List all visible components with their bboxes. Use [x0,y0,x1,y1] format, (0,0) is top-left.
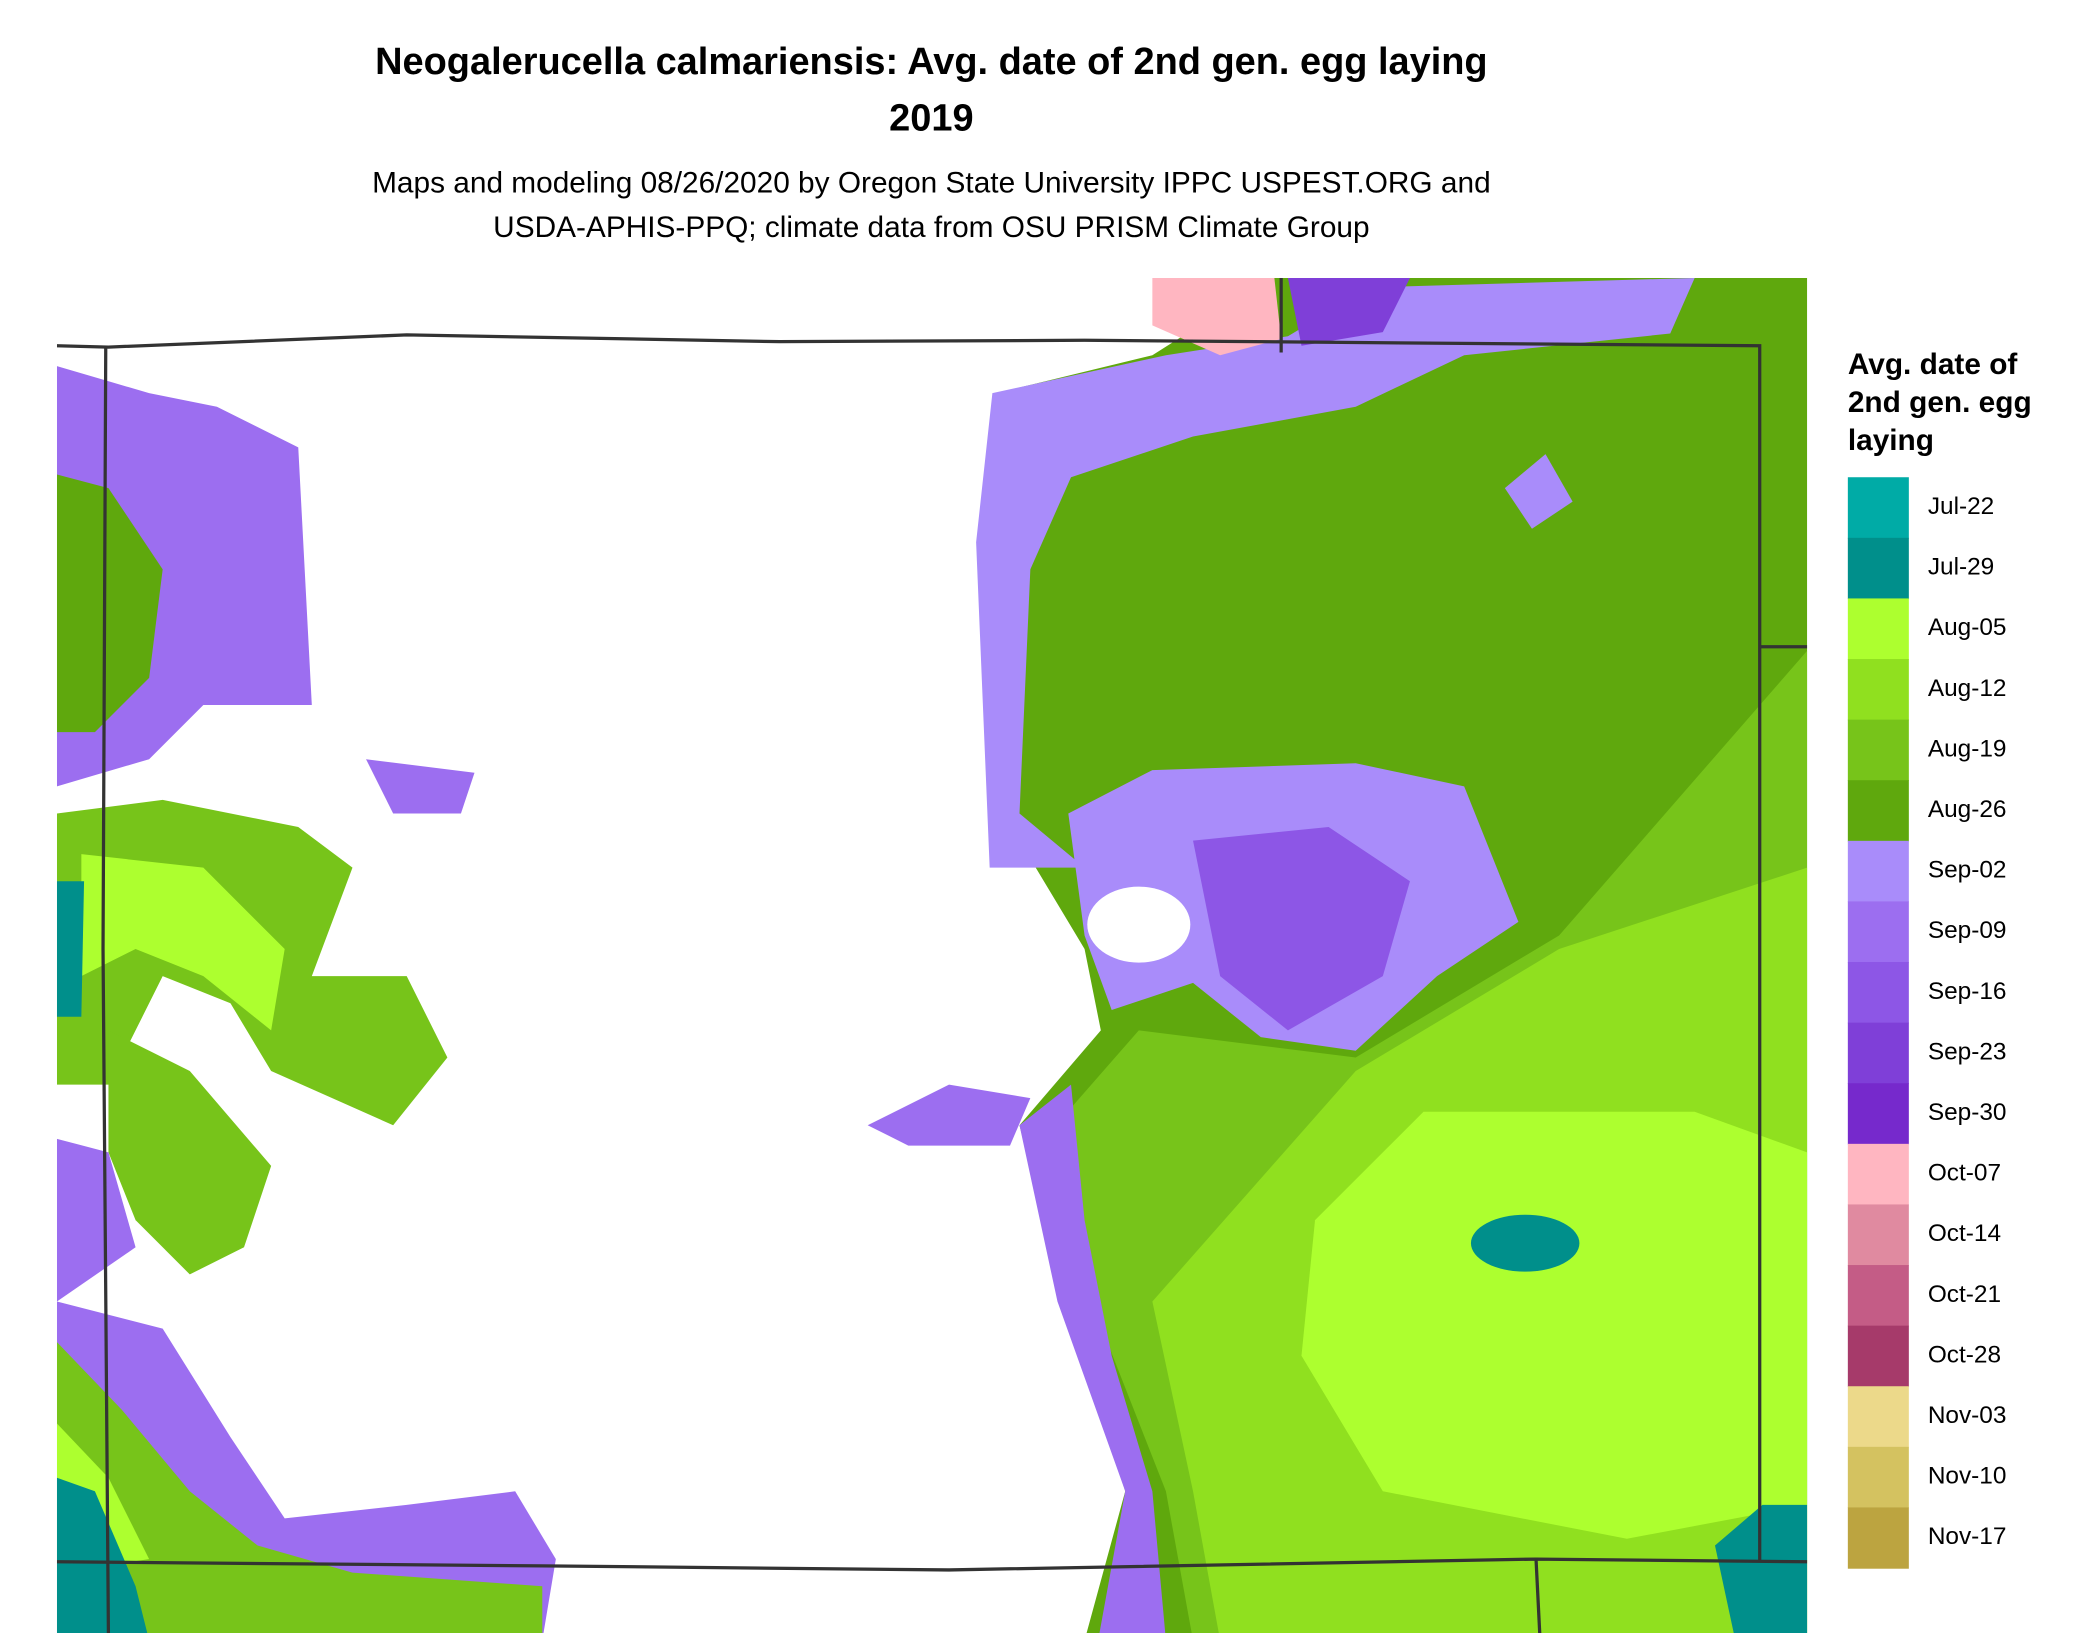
region [366,759,475,814]
legend-title: Avg. date of [1848,348,2018,381]
legend-swatch [1847,659,1909,721]
region [81,854,285,1031]
legend-swatch [1847,840,1909,903]
legend-label: Sep-09 [1928,917,2007,944]
title: Neogalerucella calmariensis: Avg. date o… [375,41,1487,83]
region [1470,1214,1580,1272]
legend-swatch [1847,962,1909,1024]
boundary [56,333,1762,1562]
region [1193,827,1410,1031]
legend-swatch [1847,1325,1909,1387]
legend-label: Oct-21 [1928,1281,2001,1308]
legend-label: Aug-26 [1928,796,2007,823]
region [867,1084,1031,1146]
legend-label: Sep-30 [1928,1099,2007,1126]
legend-swatch [1847,1446,1909,1509]
boundary [101,347,111,1633]
region [1087,886,1191,963]
legend-swatch [1847,1143,1909,1206]
legend-swatch [1847,477,1909,539]
subtitle: USDA-APHIS-PPQ; climate data from OSU PR… [493,211,1369,244]
legend-swatch [1847,1022,1909,1084]
legend-swatch [1847,537,1909,600]
legend-label: Nov-03 [1928,1402,2007,1429]
region [1152,277,1282,356]
legend-label: Oct-07 [1928,1160,2001,1187]
legend-swatch [1847,719,1909,781]
legend-label: Nov-17 [1928,1523,2007,1550]
region [976,277,1695,868]
region [56,1138,136,1302]
legend-swatch [1847,1386,1909,1448]
region [108,1030,272,1275]
legend-swatch [1847,1083,1909,1145]
boundary [1534,1559,1542,1633]
legend-title: 2nd gen. egg [1848,386,2032,419]
legend-label: Jul-22 [1928,493,1994,520]
legend-label: Aug-19 [1928,735,2007,762]
title: 2019 [889,98,973,140]
legend-label: Oct-28 [1928,1341,2001,1368]
legend-label: Sep-23 [1928,1038,2007,1065]
legend-label: Sep-02 [1928,857,2007,884]
legend-label: Nov-10 [1928,1463,2007,1490]
legend-label: Oct-14 [1928,1220,2001,1247]
region [1019,1084,1166,1633]
region [56,1342,543,1633]
legend-label: Sep-16 [1928,978,2007,1005]
legend-swatch [1847,901,1909,963]
subtitle: Maps and modeling 08/26/2020 by Oregon S… [372,166,1491,199]
legend-label: Aug-12 [1928,675,2007,702]
legend-swatch [1847,1265,1909,1327]
boundary [56,1557,1808,1572]
region [56,881,85,1017]
legend-title: laying [1848,424,1934,457]
legend-swatch [1847,1204,1909,1266]
legend-swatch [1847,598,1909,660]
region [1301,1111,1808,1539]
region [1504,454,1573,529]
region [56,1477,148,1633]
region [56,474,163,733]
legend: Jul-22 Jul-29 Aug-05 Aug-12 Aug-19 Aug-26 Sep-… [1847,477,2007,1569]
region [1714,1504,1808,1633]
map [56,277,1808,1633]
legend-swatch [1847,1507,1909,1569]
legend-label: Aug-05 [1928,614,2007,641]
legend-swatch [1847,780,1909,842]
legend-label: Jul-29 [1928,554,1994,581]
region [1287,277,1410,346]
